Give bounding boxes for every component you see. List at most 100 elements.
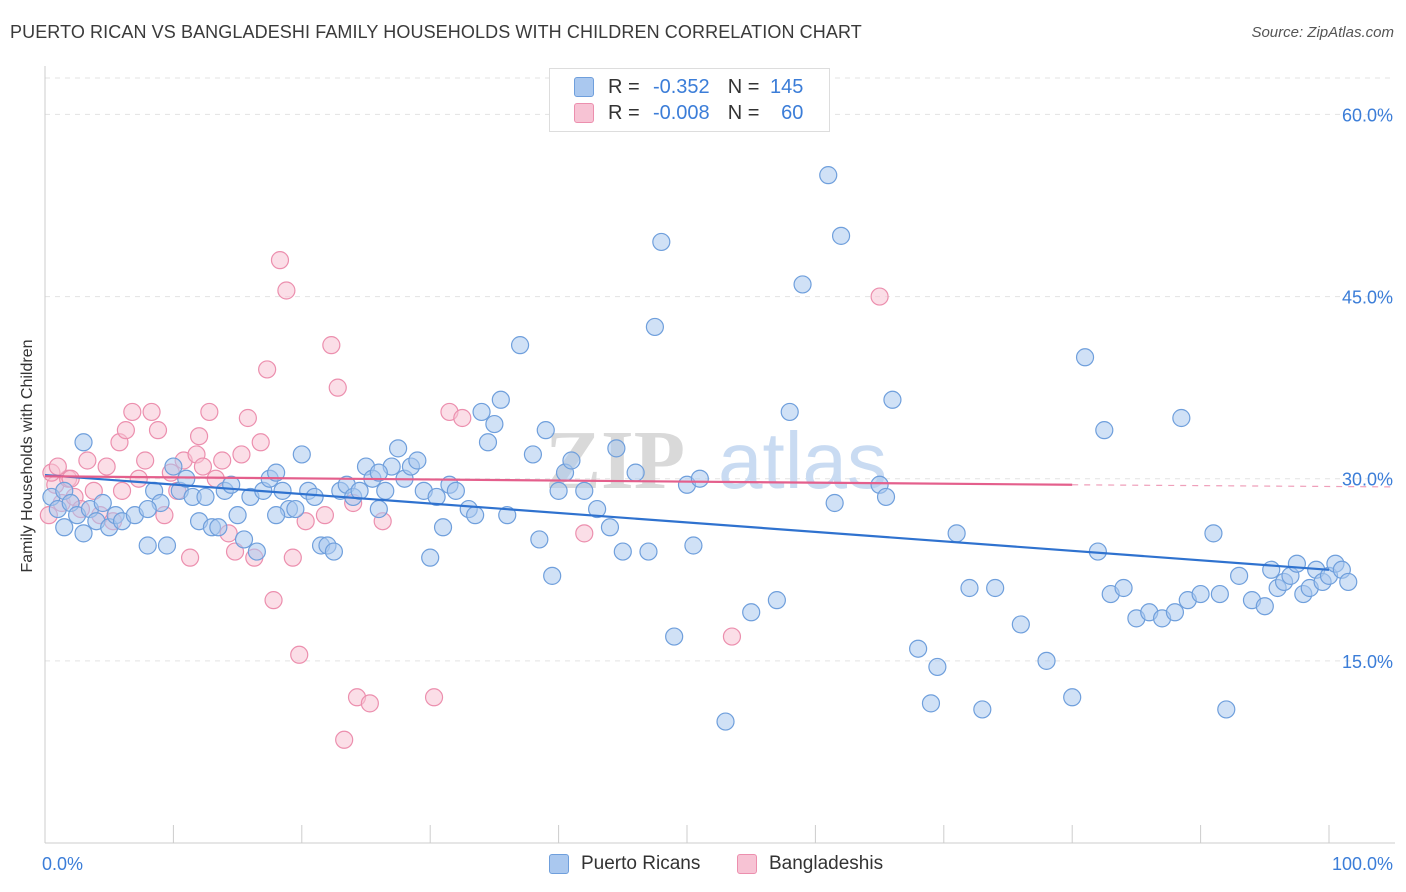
data-point <box>267 463 286 482</box>
data-point <box>825 493 844 513</box>
data-point <box>123 402 142 422</box>
data-point <box>645 317 665 337</box>
trend-lines <box>44 473 1396 571</box>
y-tick-label: 30.0% <box>1342 470 1393 490</box>
data-point <box>466 506 485 525</box>
data-point <box>1230 566 1249 585</box>
data-point <box>251 433 270 452</box>
legend-n-value: 60 <box>781 101 804 124</box>
legend-r-label: R = <box>608 101 640 124</box>
data-point <box>1339 572 1358 592</box>
data-point <box>138 499 157 519</box>
data-point <box>258 360 277 379</box>
data-point <box>607 439 626 458</box>
data-point <box>722 627 742 646</box>
legend-swatch-pink <box>574 103 594 123</box>
data-point <box>142 402 161 422</box>
data-point <box>232 445 251 464</box>
data-point <box>164 457 183 476</box>
data-point <box>876 487 896 507</box>
data-point <box>588 499 607 519</box>
data-point <box>1255 597 1274 616</box>
data-point <box>600 518 620 537</box>
data-point <box>767 591 786 610</box>
data-point <box>234 530 254 549</box>
data-point <box>523 445 543 464</box>
data-point <box>270 251 290 270</box>
legend-r-value: -0.352 <box>652 75 710 98</box>
data-point <box>472 402 491 422</box>
data-point <box>543 566 562 585</box>
data-point <box>491 390 510 409</box>
watermark: ZIP atlas <box>545 414 887 507</box>
x-tick-label: 0.0% <box>42 854 83 874</box>
y-tick-label: 60.0% <box>1342 105 1393 125</box>
data-point <box>831 226 851 245</box>
data-point <box>264 591 283 610</box>
data-point <box>562 451 581 470</box>
data-point <box>200 402 219 422</box>
data-point <box>277 281 296 300</box>
legend-n-value: 145 <box>770 75 804 98</box>
data-point <box>1114 578 1133 598</box>
data-point <box>177 469 196 488</box>
legend-n-label: N = <box>727 75 760 98</box>
data-point <box>690 469 709 488</box>
data-point <box>84 481 103 500</box>
data-point <box>427 487 446 507</box>
data-point <box>1217 700 1236 719</box>
data-point <box>883 390 902 409</box>
data-point <box>296 512 315 531</box>
data-point <box>48 457 67 476</box>
data-point <box>180 548 200 567</box>
data-point <box>157 536 177 555</box>
data-point <box>1095 421 1114 440</box>
data-point <box>148 421 168 440</box>
data-point <box>960 578 979 598</box>
legend-n-label: N = <box>727 101 760 124</box>
source-label: Source: ZipAtlas.com <box>1251 24 1394 41</box>
y-tick-labels: 15.0% 30.0% 45.0% 60.0% <box>1342 105 1393 671</box>
data-point <box>909 639 928 658</box>
data-point <box>536 421 555 440</box>
data-point <box>1165 603 1185 622</box>
data-point <box>819 166 838 185</box>
data-point <box>328 378 347 397</box>
trend-line-bangladeshis-extension <box>1072 484 1396 488</box>
data-point <box>290 645 309 664</box>
data-point <box>780 402 799 422</box>
axes <box>44 66 1395 844</box>
x-tick-labels: 0.0% 100.0% <box>42 854 1393 874</box>
data-point <box>78 451 97 470</box>
data-point <box>986 578 1005 598</box>
data-point <box>446 481 465 500</box>
data-point <box>575 481 594 500</box>
bottom-legend-swatch-blue <box>549 854 569 874</box>
data-point <box>273 481 292 500</box>
watermark-atlas: atlas <box>718 416 887 505</box>
bottom-legend-puerto-ricans: Puerto Ricans <box>549 851 700 877</box>
data-point <box>322 336 341 355</box>
data-point <box>93 493 112 513</box>
data-point <box>129 469 148 488</box>
data-point <box>116 421 135 440</box>
data-point <box>136 451 155 470</box>
data-point <box>196 487 215 507</box>
legend-row-bangladeshis: R = -0.008 N = 60 <box>574 101 803 125</box>
data-point <box>870 287 889 306</box>
bottom-legend-bangladeshis: Bangladeshis <box>737 851 883 877</box>
data-point <box>74 433 93 452</box>
series-puerto-ricans <box>42 166 1358 731</box>
data-point <box>453 408 472 428</box>
data-point <box>369 463 388 482</box>
data-point <box>424 688 444 707</box>
bottom-legend-swatch-pink <box>737 854 757 874</box>
trend-line-bangladeshis <box>44 475 1073 486</box>
data-point <box>1204 524 1223 543</box>
data-point <box>433 518 453 537</box>
data-point <box>652 232 671 252</box>
data-point <box>928 657 947 677</box>
data-point <box>369 499 388 519</box>
data-point <box>335 730 354 749</box>
data-point <box>665 627 684 646</box>
